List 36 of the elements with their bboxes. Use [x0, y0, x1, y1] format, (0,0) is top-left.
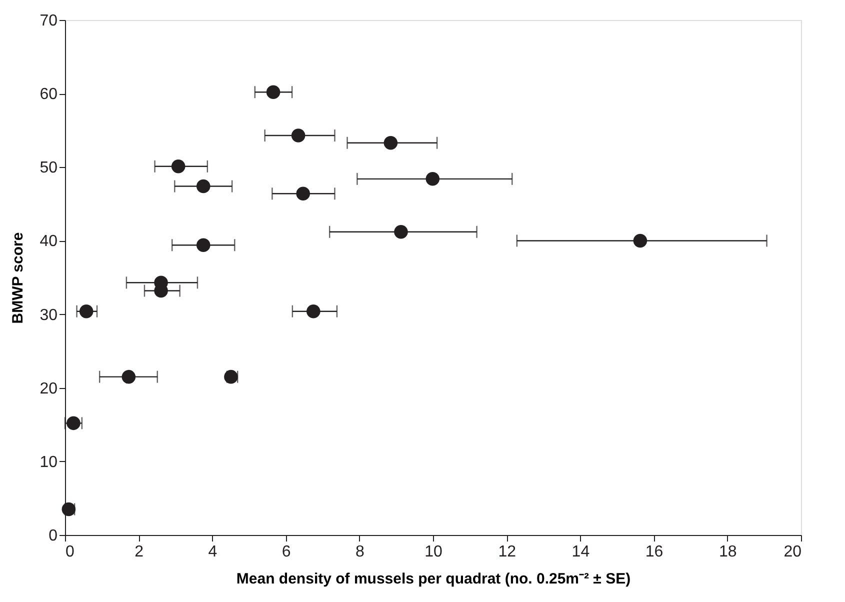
y-tick-label: 70	[40, 12, 58, 30]
point	[66, 416, 80, 430]
y-tick-label: 20	[40, 380, 58, 398]
x-tick-label: 14	[572, 544, 590, 560]
point	[633, 234, 648, 248]
y-tick-label: 10	[40, 454, 58, 471]
x-tick-label: 0	[66, 544, 74, 560]
point	[122, 370, 136, 384]
point	[196, 179, 210, 194]
point	[384, 136, 398, 150]
x-tick-label: 16	[645, 544, 664, 560]
point	[62, 502, 76, 516]
point	[196, 238, 210, 252]
x-axis-title: Mean density of mussels per quadrat (no. 0.25m⁻² ± SE)	[236, 570, 631, 588]
y-tick-label: 30	[40, 306, 58, 324]
x-tick-label: 20	[784, 544, 802, 560]
point	[394, 225, 408, 239]
y-tick-label: 50	[40, 160, 58, 177]
x-tick-label: 12	[498, 544, 516, 560]
point	[291, 128, 306, 142]
y-axis-title: BMWP score	[10, 232, 27, 324]
y-tick-label: 60	[40, 86, 58, 104]
y-tick-label: 0	[48, 528, 58, 544]
x-tick-label: 2	[134, 544, 144, 560]
x-tick-label: 18	[719, 544, 737, 560]
point	[266, 85, 280, 99]
x-tick-label: 8	[355, 544, 364, 560]
point	[171, 160, 186, 174]
point	[79, 304, 94, 318]
x-tick-label: 10	[424, 544, 442, 560]
point	[426, 172, 440, 186]
point	[296, 186, 310, 201]
x-tick-label: 6	[282, 544, 291, 560]
x-tick-label: 4	[208, 544, 218, 560]
y-tick-label: 40	[40, 233, 58, 250]
point	[306, 304, 320, 318]
